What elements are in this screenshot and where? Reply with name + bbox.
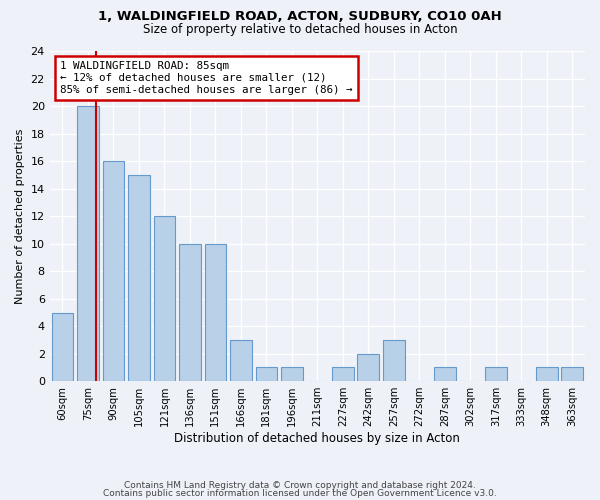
- Text: Size of property relative to detached houses in Acton: Size of property relative to detached ho…: [143, 22, 457, 36]
- Bar: [103, 162, 124, 381]
- Bar: [205, 244, 226, 381]
- Bar: [383, 340, 404, 381]
- Bar: [154, 216, 175, 381]
- Bar: [562, 368, 583, 381]
- Bar: [485, 368, 506, 381]
- Bar: [281, 368, 302, 381]
- Bar: [358, 354, 379, 381]
- Text: 1 WALDINGFIELD ROAD: 85sqm
← 12% of detached houses are smaller (12)
85% of semi: 1 WALDINGFIELD ROAD: 85sqm ← 12% of deta…: [61, 62, 353, 94]
- X-axis label: Distribution of detached houses by size in Acton: Distribution of detached houses by size …: [175, 432, 460, 445]
- Bar: [230, 340, 251, 381]
- Bar: [332, 368, 353, 381]
- Text: Contains HM Land Registry data © Crown copyright and database right 2024.: Contains HM Land Registry data © Crown c…: [124, 481, 476, 490]
- Bar: [52, 312, 73, 381]
- Bar: [434, 368, 455, 381]
- Bar: [77, 106, 99, 381]
- Bar: [128, 175, 150, 381]
- Bar: [256, 368, 277, 381]
- Bar: [536, 368, 557, 381]
- Text: Contains public sector information licensed under the Open Government Licence v3: Contains public sector information licen…: [103, 488, 497, 498]
- Text: 1, WALDINGFIELD ROAD, ACTON, SUDBURY, CO10 0AH: 1, WALDINGFIELD ROAD, ACTON, SUDBURY, CO…: [98, 10, 502, 23]
- Y-axis label: Number of detached properties: Number of detached properties: [15, 128, 25, 304]
- Bar: [179, 244, 201, 381]
